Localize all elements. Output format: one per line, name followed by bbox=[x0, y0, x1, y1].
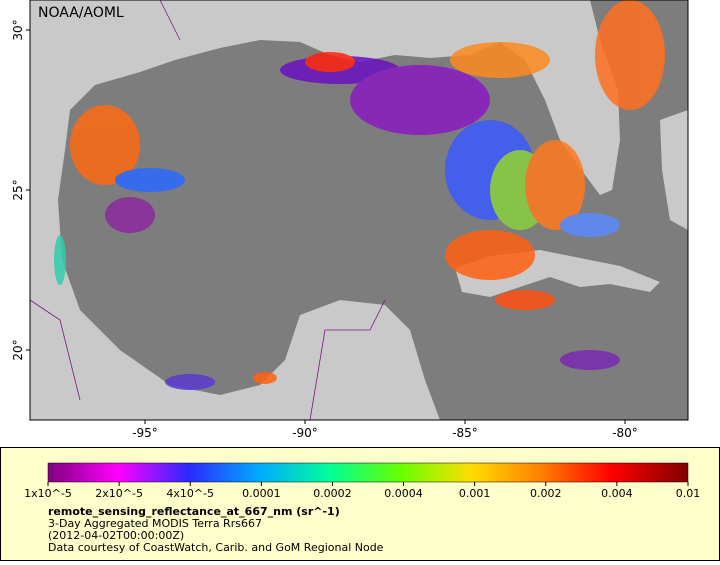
legend-line: 3-Day Aggregated MODIS Terra Rrs667 bbox=[48, 517, 262, 530]
legend-line: Data courtesy of CoastWatch, Carib. and … bbox=[48, 541, 384, 554]
colorbar-tick-label: 2x10^-5 bbox=[95, 487, 143, 500]
colorbar-tick-label: 0.0002 bbox=[313, 487, 352, 500]
colorbar-tick-label: 1x10^-5 bbox=[24, 487, 72, 500]
legend-variable: remote_sensing_reflectance_at_667_nm (sr… bbox=[48, 505, 340, 518]
colorbar-tick-label: 0.004 bbox=[601, 487, 633, 500]
credit: NOAA/AOML bbox=[38, 5, 124, 21]
map-frame bbox=[29, 0, 689, 421]
colorbar-tick-label: 0.0001 bbox=[242, 487, 281, 500]
colorbar-tick-label: 0.001 bbox=[459, 487, 491, 500]
ocean bbox=[58, 0, 688, 420]
lon-tick-label: -80° bbox=[612, 426, 638, 440]
lon-tick-label: -90° bbox=[292, 426, 318, 440]
map-area: NOAA/AOML bbox=[30, 0, 688, 420]
bahamas bbox=[660, 110, 688, 230]
lat-tick-label: 20° bbox=[11, 339, 25, 360]
colorbar-tick-label: 0.01 bbox=[676, 487, 701, 500]
colorbar-tick-label: 0.002 bbox=[530, 487, 562, 500]
lat-tick-label: 30° bbox=[11, 19, 25, 40]
colorbar bbox=[47, 462, 689, 483]
lat-tick-label: 25° bbox=[11, 179, 25, 200]
reflectance-overlay bbox=[54, 0, 665, 390]
borders bbox=[30, 0, 386, 420]
lon-tick-label: -85° bbox=[452, 426, 478, 440]
lon-tick-label: -95° bbox=[132, 426, 158, 440]
colorbar-tick-label: 0.0004 bbox=[384, 487, 423, 500]
legend-line: (2012-04-02T00:00:00Z) bbox=[48, 529, 184, 542]
colorbar-tick-label: 4x10^-5 bbox=[166, 487, 214, 500]
